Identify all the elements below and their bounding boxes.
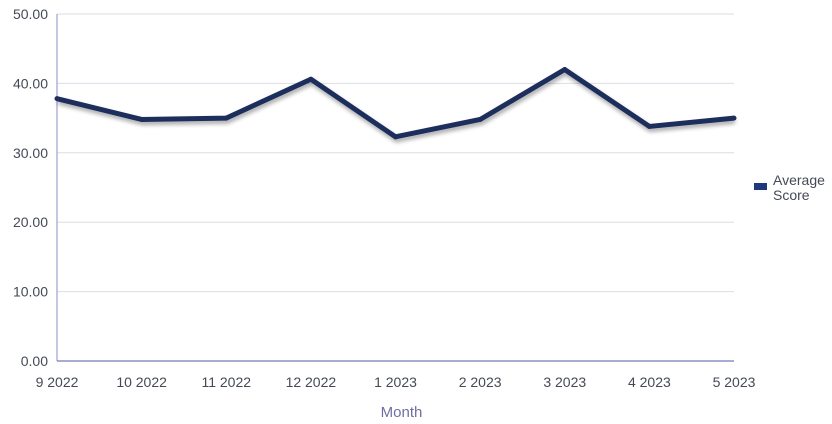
data-point xyxy=(646,123,652,129)
legend-label: Average xyxy=(773,172,825,188)
data-point xyxy=(223,115,229,121)
x-axis-title: Month xyxy=(381,404,423,421)
y-tick-label: 10.00 xyxy=(13,284,48,300)
x-tick-label: 2 2023 xyxy=(459,374,502,390)
x-tick-label: 3 2023 xyxy=(543,374,586,390)
data-point xyxy=(731,115,737,121)
x-axis: 9 2022 10 2022 11 2022 12 2022 1 2023 2 2023 3… xyxy=(36,360,756,390)
x-tick-label: 4 2023 xyxy=(628,374,671,390)
data-point xyxy=(477,116,483,122)
x-tick-label: 12 2022 xyxy=(286,374,337,390)
y-axis: 0.00 10.00 20.00 30.00 40.00 50.00 xyxy=(13,6,58,369)
x-tick-label: 9 2022 xyxy=(36,374,79,390)
series-line xyxy=(56,67,735,140)
legend-swatch xyxy=(754,183,767,190)
legend-label: Score xyxy=(773,187,810,203)
y-tick-label: 0.00 xyxy=(21,353,48,369)
data-point xyxy=(54,96,60,102)
data-point xyxy=(393,134,398,140)
y-tick-label: 30.00 xyxy=(13,145,48,161)
data-point xyxy=(139,116,145,122)
x-tick-label: 11 2022 xyxy=(201,374,251,390)
x-tick-label: 10 2022 xyxy=(116,374,167,390)
gridlines xyxy=(57,13,734,293)
y-tick-label: 50.00 xyxy=(13,6,48,22)
y-tick-label: 40.00 xyxy=(13,75,48,91)
y-tick-label: 20.00 xyxy=(13,214,48,230)
data-point xyxy=(308,76,314,82)
x-tick-label: 1 2023 xyxy=(374,374,417,390)
data-point xyxy=(562,67,568,73)
x-tick-label: 5 2023 xyxy=(713,374,756,390)
series-layer xyxy=(54,67,737,140)
